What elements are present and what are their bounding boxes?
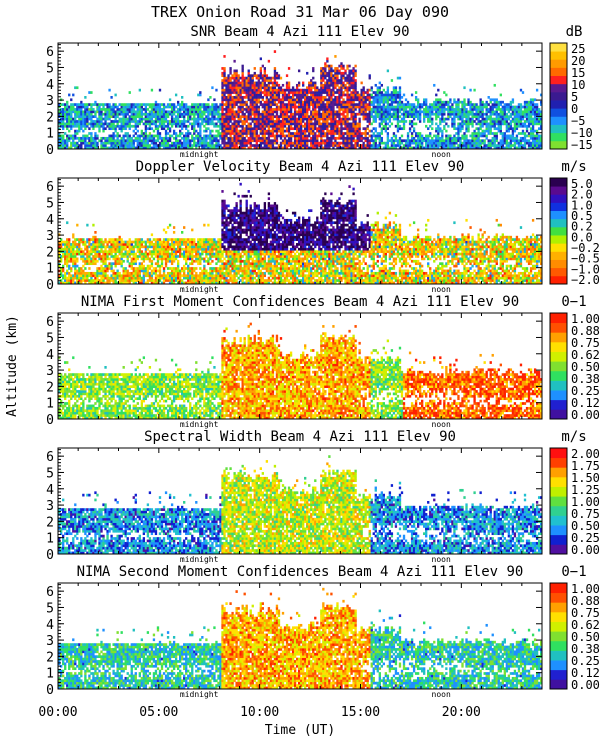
colorbar-tick-label: 0.00 [571, 408, 600, 422]
y-tick-label: 5 [46, 601, 54, 616]
x-tick-labels: 00:00 05:00 10:00 15:00 20:00 [38, 705, 480, 720]
y-tick-label: 0 [46, 548, 54, 563]
time-marker-label: noon [432, 150, 451, 159]
y-tick-label: 0 [46, 278, 54, 293]
y-axis-label: Altitude (km) [5, 315, 20, 417]
panel-1: SNR Beam 4 Azi 111 Elev 90 dB 01 234 56 midni… [46, 24, 593, 159]
colorbar: 1.000.880.750.620.500.380.250.120.00 [550, 312, 600, 422]
panel-title: Spectral Width Beam 4 Azi 111 Elev 90 [144, 429, 456, 445]
y-tick-label: 4 [46, 78, 54, 93]
x-tick-label: 20:00 [442, 705, 481, 720]
x-tick-label: 00:00 [38, 705, 77, 720]
y-tick-label: 1 [46, 397, 54, 412]
time-marker-label: midnight [180, 150, 219, 159]
x-tick-label: 10:00 [240, 705, 279, 720]
y-tick-label: 2 [46, 515, 54, 530]
time-marker-label: midnight [180, 285, 219, 294]
y-tick-label: 3 [46, 634, 54, 649]
y-tick-label: 5 [46, 466, 54, 481]
colorbar-unit: dB [566, 24, 583, 40]
y-tick-label: 2 [46, 245, 54, 260]
y-tick-label: 4 [46, 483, 54, 498]
y-tick-label: 2 [46, 110, 54, 125]
heatmap-cells [58, 323, 542, 420]
y-tick-label: 1 [46, 667, 54, 682]
time-marker-label: noon [432, 285, 451, 294]
panel-2: Doppler Velocity Beam 4 Azi 111 Elev 90 m… [46, 159, 600, 294]
time-marker-label: midnight [180, 555, 219, 564]
heatmap-cells [58, 455, 542, 554]
radar-profiler-figure: TREX Onion Road 31 Mar 06 Day 090 Altitu… [0, 0, 600, 750]
heatmap-cells [58, 588, 542, 689]
time-marker-label: midnight [180, 420, 219, 429]
heatmap-cells [58, 50, 542, 149]
panel-title: SNR Beam 4 Azi 111 Elev 90 [190, 24, 409, 40]
y-tick-label: 3 [46, 94, 54, 109]
colorbar: 2.001.751.501.251.000.750.500.250.00 [550, 447, 600, 557]
y-tick-label: 4 [46, 618, 54, 633]
y-tick-label: 0 [46, 413, 54, 428]
y-tick-label: 1 [46, 532, 54, 547]
panel-5: NIMA Second Moment Confidences Beam 4 Az… [46, 564, 600, 699]
y-tick-label: 5 [46, 61, 54, 76]
y-tick-label: 6 [46, 450, 54, 465]
figure-title: TREX Onion Road 31 Mar 06 Day 090 [151, 3, 449, 21]
heatmap-cells [58, 183, 542, 284]
y-tick-label: 4 [46, 348, 54, 363]
y-tick-label: 1 [46, 262, 54, 277]
y-tick-label: 5 [46, 196, 54, 211]
x-tick-label: 15:00 [341, 705, 380, 720]
panel-title: NIMA First Moment Confidences Beam 4 Azi… [81, 294, 519, 310]
y-tick-label: 1 [46, 127, 54, 142]
x-tick-label: 05:00 [139, 705, 178, 720]
y-tick-label: 0 [46, 143, 54, 158]
panel-4: Spectral Width Beam 4 Azi 111 Elev 90 m/s… [46, 429, 600, 564]
colorbar-unit: m/s [561, 159, 586, 175]
y-tick-label: 3 [46, 499, 54, 514]
x-axis-label: Time (UT) [265, 723, 335, 738]
y-tick-label: 3 [46, 364, 54, 379]
panel-title: Doppler Velocity Beam 4 Azi 111 Elev 90 [136, 159, 465, 175]
colorbar-tick-label: −15 [571, 138, 593, 152]
colorbar-unit: m/s [561, 429, 586, 445]
y-tick-label: 6 [46, 315, 54, 330]
colorbar: 1.000.880.750.620.500.380.250.120.00 [550, 582, 600, 692]
y-tick-label: 6 [46, 45, 54, 60]
colorbar: 5.02.01.00.50.20.0−0.2−0.5−1.0−2.0 [550, 177, 600, 287]
y-tick-label: 0 [46, 683, 54, 698]
colorbar-tick-label: −2.0 [571, 273, 600, 287]
time-marker-label: noon [432, 420, 451, 429]
colorbar-unit: 0−1 [561, 294, 586, 310]
panel-title: NIMA Second Moment Confidences Beam 4 Az… [77, 564, 524, 580]
colorbar-tick-label: 0.00 [571, 678, 600, 692]
panel-3: NIMA First Moment Confidences Beam 4 Azi… [46, 294, 600, 429]
colorbar-unit: 0−1 [561, 564, 586, 580]
y-tick-label: 3 [46, 229, 54, 244]
y-tick-label: 6 [46, 585, 54, 600]
time-marker-label: noon [432, 555, 451, 564]
y-tick-label: 2 [46, 380, 54, 395]
y-tick-label: 4 [46, 213, 54, 228]
time-marker-label: noon [432, 690, 451, 699]
panels: SNR Beam 4 Azi 111 Elev 90 dB0123456midni… [46, 24, 600, 699]
colorbar-tick-label: 0.00 [571, 543, 600, 557]
y-tick-label: 2 [46, 650, 54, 665]
y-tick-label: 6 [46, 180, 54, 195]
y-tick-label: 5 [46, 331, 54, 346]
time-marker-label: midnight [180, 690, 219, 699]
